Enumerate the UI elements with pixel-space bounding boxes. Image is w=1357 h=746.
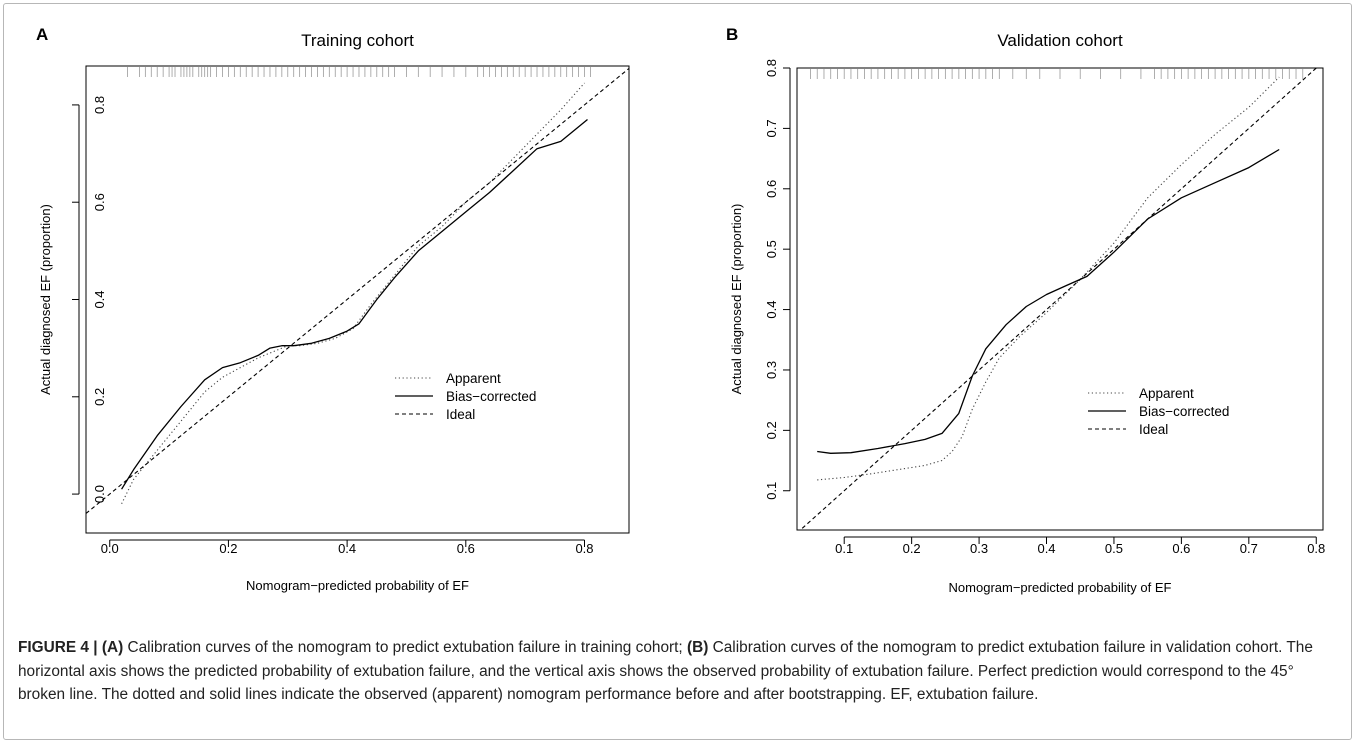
y-tick-label: 0.8 (92, 96, 107, 114)
y-tick-label: 0.5 (764, 240, 779, 258)
series-solid-line (817, 148, 1280, 454)
legend-label: Ideal (446, 407, 475, 422)
legend-label: Ideal (1139, 422, 1168, 437)
y-tick-label: 0.2 (764, 421, 779, 439)
figure-caption: FIGURE 4 | (A) Calibration curves of the… (18, 636, 1338, 707)
y-tick-label: 0.4 (92, 290, 107, 308)
calibration-charts: A Training cohort 0.0 0.2 0.4 0.6 0.8 Nomogram−… (36, 25, 1325, 595)
y-tick-label: 0.1 (764, 482, 779, 500)
x-tick-label: 0.8 (1307, 541, 1325, 556)
legend-label: Bias−corrected (1139, 404, 1229, 419)
y-tick-label: 0.3 (764, 361, 779, 379)
x-tick-label: 0.4 (1037, 541, 1055, 556)
y-tick-label: 0.7 (764, 119, 779, 137)
x-tick-label: 0.6 (1172, 541, 1190, 556)
plot-title: Validation cohort (997, 31, 1123, 50)
caption-label-a: FIGURE 4 | (A) (18, 639, 124, 656)
panel-a: A Training cohort 0.0 0.2 0.4 0.6 0.8 Nomogram−… (36, 25, 630, 593)
x-tick-label: 0.2 (219, 541, 237, 556)
caption-label-b: (B) (686, 639, 709, 656)
panel-letter: A (36, 25, 48, 44)
panel-b: B Validation cohort 0.1 0.2 0.3 0.4 0.5 0.6 0.7 0… (726, 25, 1325, 595)
x-tick-label: 0.4 (338, 541, 356, 556)
legend-label: Apparent (1139, 386, 1194, 401)
plot-box (796, 67, 1324, 531)
series-dashed-line (799, 68, 1318, 530)
y-tick-label: 0.4 (764, 301, 779, 319)
y-axis-label: Actual diagnosed EF (proportion) (38, 204, 53, 395)
x-tick-label: 0.6 (457, 541, 475, 556)
x-tick-label: 0.1 (835, 541, 853, 556)
x-tick-label: 0.7 (1240, 541, 1258, 556)
y-tick-label: 0.6 (92, 193, 107, 211)
series-dotted-line (817, 76, 1280, 481)
legend: Apparent Bias−corrected Ideal (395, 371, 536, 422)
x-tick-label: 0.8 (575, 541, 593, 556)
series-dotted-line (121, 82, 585, 505)
y-axis-label: Actual diagnosed EF (proportion) (729, 204, 744, 395)
plot-box (85, 65, 630, 534)
y-tick-label: 0.2 (92, 388, 107, 406)
caption-text-b: Calibration curves of the nomogram to pr… (18, 639, 1313, 703)
x-tick-label: 0.0 (101, 541, 119, 556)
series-dashed-line (86, 67, 629, 514)
x-axis-label: Nomogram−predicted probability of EF (949, 580, 1172, 595)
figure-frame (3, 3, 1352, 740)
x-axis-label: Nomogram−predicted probability of EF (246, 578, 469, 593)
panel-letter: B (726, 25, 738, 44)
y-tick-label: 0.0 (92, 485, 107, 503)
x-tick-label: 0.3 (970, 541, 988, 556)
y-tick-label: 0.8 (764, 59, 779, 77)
caption-text-a: Calibration curves of the nomogram to pr… (123, 639, 687, 656)
x-tick-label: 0.5 (1105, 541, 1123, 556)
x-tick-label: 0.2 (903, 541, 921, 556)
series-solid-line (121, 118, 588, 490)
legend-label: Bias−corrected (446, 389, 536, 404)
plot-title: Training cohort (301, 31, 414, 50)
y-tick-label: 0.6 (764, 180, 779, 198)
legend-label: Apparent (446, 371, 501, 386)
legend: Apparent Bias−corrected Ideal (1088, 386, 1229, 437)
